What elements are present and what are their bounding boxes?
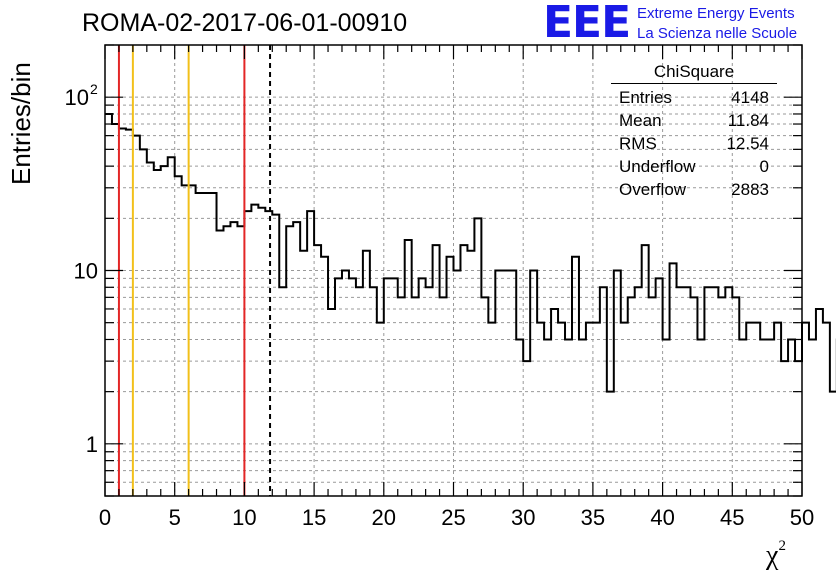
eee-logo: EEE	[543, 0, 631, 48]
stats-row-underflow: Underflow 0	[611, 155, 777, 178]
x-tick-label: 10	[232, 505, 256, 530]
x-tick-label: 5	[169, 505, 181, 530]
stats-label: Underflow	[619, 157, 696, 176]
histogram-series	[105, 112, 836, 393]
x-tick-label: 30	[511, 505, 535, 530]
x-tick-label: 50	[790, 505, 814, 530]
x-axis-label-exponent: 2	[778, 538, 786, 554]
x-tick-label: 20	[372, 505, 396, 530]
y-tick-label: 1	[86, 432, 98, 457]
stats-row-rms: RMS 12.54	[611, 132, 777, 155]
stats-row-mean: Mean 11.84	[611, 109, 777, 132]
y-tick-label: 10	[74, 259, 98, 284]
run-title: ROMA-02-2017-06-01-00910	[82, 9, 408, 37]
stats-row-overflow: Overflow 2883	[611, 178, 777, 201]
stats-label: RMS	[619, 134, 657, 153]
x-tick-label: 0	[99, 505, 111, 530]
stats-value: 2883	[731, 180, 769, 199]
x-tick-label: 35	[581, 505, 605, 530]
stats-label: Entries	[619, 88, 672, 107]
stats-label: Overflow	[619, 180, 687, 199]
y-axis-label: Entries/bin	[6, 62, 36, 185]
stats-title: ChiSquare	[611, 62, 777, 84]
stats-value: 11.84	[727, 111, 769, 130]
x-axis-label: χ2	[766, 538, 786, 572]
logo-line-2: La Scienza nelle Scuole	[637, 25, 798, 42]
x-tick-label: 45	[720, 505, 744, 530]
x-tick-label: 25	[441, 505, 465, 530]
stats-value: 4148	[731, 88, 769, 107]
x-tick-label: 15	[302, 505, 326, 530]
stats-value: 0	[759, 157, 769, 176]
y-tick-exponent: 2	[90, 81, 98, 97]
x-axis-label-symbol: χ	[766, 540, 779, 571]
stats-row-entries: Entries 4148	[611, 86, 777, 109]
stats-box: ChiSquare Entries 4148 Mean 11.84 RMS 12.54…	[611, 62, 777, 201]
stats-label: Mean	[619, 111, 662, 130]
logo-line-1: Extreme Energy Events	[637, 5, 795, 22]
stats-value: 12.54	[726, 134, 769, 153]
x-tick-label: 40	[650, 505, 674, 530]
y-tick-label: 10	[65, 85, 89, 110]
